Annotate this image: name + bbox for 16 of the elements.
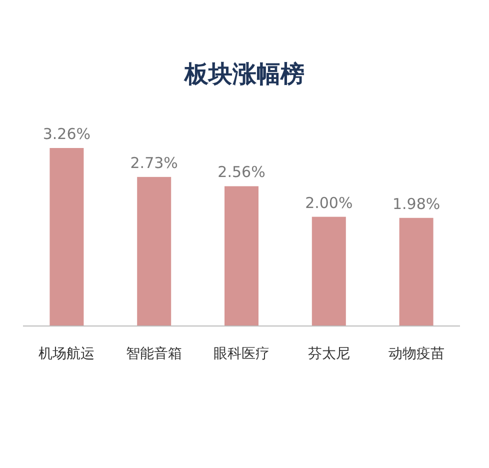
x-tick-label: 机场航运 [38,346,95,362]
data-label: 2.56% [218,163,266,182]
chart-title: 板块涨幅榜 [184,60,304,88]
x-tick-label: 智能音箱 [126,346,182,362]
bar [137,176,172,326]
x-tick-label: 芬太尼 [308,346,350,362]
x-tick-label: 动物疫苗 [388,346,444,362]
x-tick-label: 眼科医疗 [214,346,270,362]
data-label: 2.73% [130,154,178,172]
bar [399,218,434,326]
data-label: 3.26% [42,125,91,143]
data-label: 1.98% [392,194,440,213]
data-label: 2.00% [305,194,353,212]
bar [312,216,346,326]
bar [50,148,84,326]
bar [224,186,258,326]
